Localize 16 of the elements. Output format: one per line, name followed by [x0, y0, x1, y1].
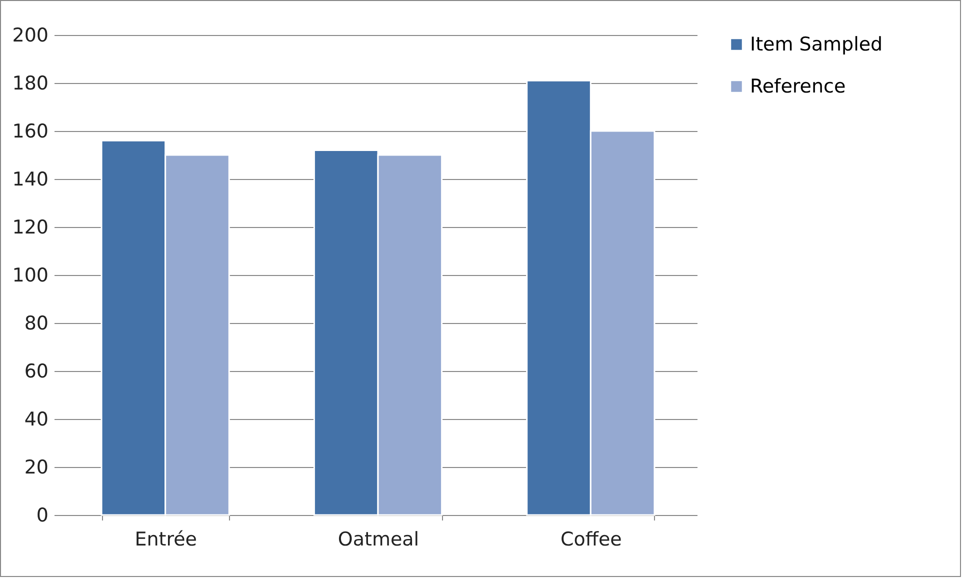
x-tick-label: Oatmeal: [338, 528, 420, 550]
y-tick-label: 60: [24, 360, 48, 382]
y-tick-label: 20: [24, 456, 48, 478]
y-tick-label: 160: [12, 120, 48, 142]
y-tick-label: 180: [12, 72, 48, 94]
y-tick-label: 120: [12, 216, 48, 238]
legend-label: Reference: [750, 76, 846, 98]
y-tick-label: 0: [36, 504, 48, 526]
x-tick-label: Entrée: [134, 528, 197, 550]
x-tick-label: Coffee: [560, 528, 622, 550]
y-tick-label: 40: [24, 408, 48, 430]
y-tick-label: 80: [24, 312, 48, 334]
legend-label: Item Sampled: [750, 34, 883, 56]
y-tick-label: 100: [12, 264, 48, 286]
y-tick-label: 140: [12, 168, 48, 190]
y-tick-label: 200: [12, 24, 48, 46]
